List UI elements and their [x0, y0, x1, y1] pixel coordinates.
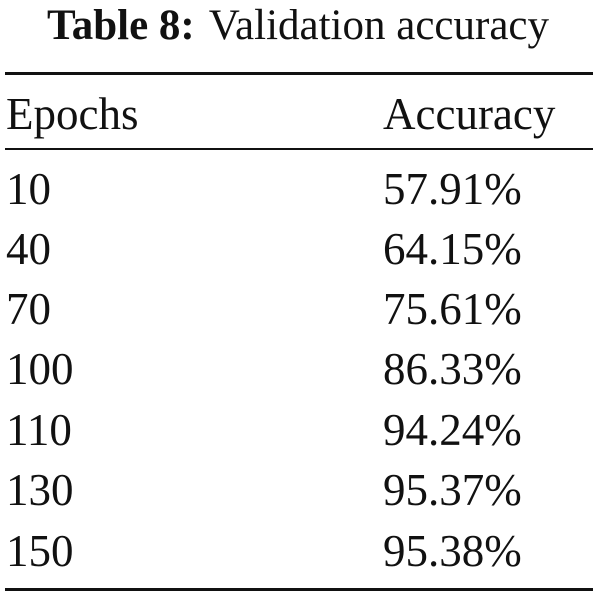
cell-accuracy: 57.91% [383, 164, 522, 214]
cell-accuracy: 64.15% [383, 224, 522, 274]
cell-accuracy: 95.37% [383, 465, 522, 515]
cell-accuracy: 95.38% [383, 526, 522, 576]
table-row: 10 57.91% [0, 164, 596, 224]
cell-epochs: 110 [6, 405, 72, 455]
cell-epochs: 40 [6, 224, 51, 274]
table-row: 130 95.37% [0, 465, 596, 525]
cell-epochs: 130 [6, 465, 74, 515]
table-row: 110 94.24% [0, 405, 596, 465]
cell-epochs: 150 [6, 526, 74, 576]
cell-epochs: 10 [6, 164, 51, 214]
cell-accuracy: 86.33% [383, 344, 522, 394]
cell-accuracy: 75.61% [383, 284, 522, 334]
table-title: Validation accuracy [208, 2, 549, 49]
table-row: 100 86.33% [0, 344, 596, 404]
table-label: Table 8: [47, 2, 195, 49]
cell-epochs: 100 [6, 344, 74, 394]
table-header-rule [5, 148, 593, 150]
table-row: 150 95.38% [0, 526, 596, 586]
table-row: 70 75.61% [0, 284, 596, 344]
table-row: 40 64.15% [0, 224, 596, 284]
cell-epochs: 70 [6, 284, 51, 334]
table-caption: Table 8: Validation accuracy [0, 3, 596, 49]
table-bottom-rule [5, 588, 593, 591]
header-accuracy: Accuracy [383, 89, 556, 139]
cell-accuracy: 94.24% [383, 405, 522, 455]
header-epochs: Epochs [6, 89, 139, 139]
table-top-rule [5, 72, 593, 75]
